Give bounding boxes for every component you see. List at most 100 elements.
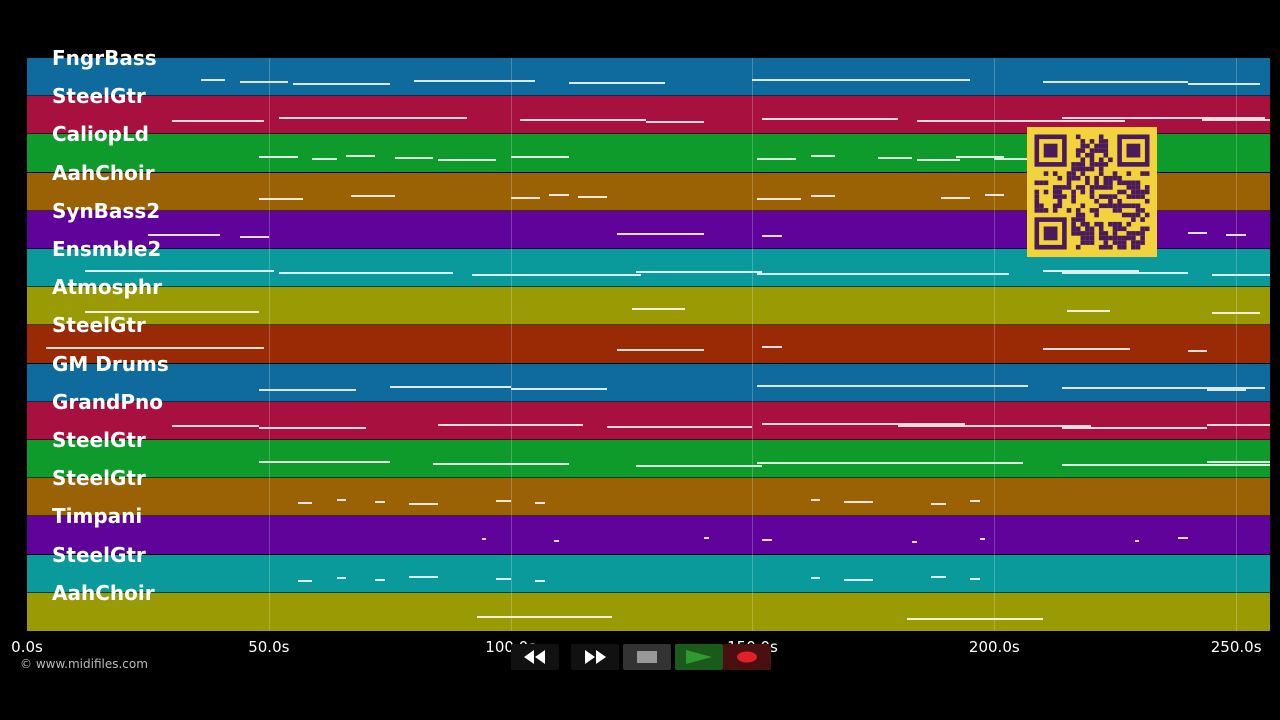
midi-note	[762, 346, 782, 349]
midi-note	[1207, 460, 1270, 463]
midi-note	[916, 120, 1125, 123]
track-lane[interactable]	[27, 478, 1270, 517]
midi-note	[510, 156, 569, 159]
track-label: Ensmble2	[52, 237, 162, 261]
track-label: Timpani	[52, 504, 143, 529]
midi-note	[259, 388, 356, 391]
midi-note	[1211, 312, 1261, 315]
midi-note	[172, 424, 260, 427]
midi-note	[293, 82, 390, 85]
midi-note	[810, 194, 835, 197]
track-divider	[27, 439, 1270, 440]
midi-note	[534, 502, 545, 505]
midi-note	[413, 79, 535, 82]
midi-note	[931, 503, 946, 506]
midi-note	[757, 158, 796, 161]
midi-note	[375, 501, 385, 504]
midi-note	[757, 461, 1024, 464]
midi-note	[1226, 233, 1246, 236]
track-lane[interactable]	[27, 440, 1270, 478]
track-lane[interactable]	[27, 516, 1270, 555]
track-label: AahChoir	[52, 160, 155, 185]
time-tick-label: 50.0s	[248, 638, 290, 656]
track-lane[interactable]	[27, 325, 1270, 364]
midi-note	[409, 575, 439, 578]
track-label: SteelGtr	[52, 84, 146, 109]
midi-note	[941, 196, 971, 199]
midi-note	[757, 197, 801, 200]
track-label: CaliopLd	[52, 122, 150, 147]
midi-note	[201, 78, 226, 81]
midi-note	[297, 579, 313, 582]
time-tick-label: 250.0s	[1210, 638, 1262, 656]
midi-note	[239, 80, 289, 83]
track-label: Atmosphr	[52, 275, 162, 300]
midi-note	[481, 538, 487, 541]
midi-note	[568, 81, 666, 84]
rewind-icon	[524, 650, 545, 664]
midi-note	[970, 577, 980, 580]
stop-button[interactable]	[623, 644, 671, 670]
record-icon	[737, 651, 757, 663]
track-lane[interactable]	[27, 592, 1270, 631]
midi-note	[762, 118, 898, 121]
grid-line	[268, 58, 270, 631]
midi-note	[810, 576, 821, 579]
track-divider	[27, 362, 1270, 364]
track-label: GrandPno	[52, 389, 163, 414]
midi-note	[984, 193, 1004, 196]
midi-note	[1187, 350, 1208, 353]
midi-note	[844, 501, 874, 504]
track-lane[interactable]	[27, 401, 1270, 440]
midi-note	[636, 270, 763, 273]
midi-note	[916, 159, 961, 162]
grid-line	[510, 58, 512, 631]
midi-note	[1062, 426, 1208, 429]
midi-note	[1187, 82, 1261, 85]
midi-note	[912, 541, 917, 544]
play-icon	[686, 650, 712, 664]
track-divider	[27, 591, 1270, 593]
track-divider	[27, 171, 1270, 173]
track-divider	[27, 209, 1270, 211]
midi-note	[278, 117, 468, 120]
track-lane[interactable]	[27, 363, 1270, 402]
track-label: SteelGtr	[52, 466, 146, 491]
track-lane[interactable]	[27, 287, 1270, 326]
fast-forward-button[interactable]	[571, 644, 619, 670]
track-lane[interactable]	[27, 58, 1270, 96]
grid-line	[1236, 58, 1238, 631]
midi-note	[259, 426, 366, 429]
midi-note	[646, 121, 705, 124]
midi-note	[704, 537, 709, 540]
midi-note	[1202, 119, 1270, 122]
track-divider	[27, 553, 1270, 555]
midi-note	[617, 232, 705, 235]
midi-note	[351, 194, 395, 197]
midi-note	[147, 233, 221, 236]
midi-note	[259, 156, 298, 159]
record-button[interactable]	[723, 644, 771, 670]
midi-note	[1062, 463, 1270, 466]
midi-note	[312, 158, 337, 161]
midi-note	[762, 539, 772, 542]
midi-note	[85, 269, 274, 272]
track-label: SteelGtr	[52, 313, 146, 338]
play-button[interactable]	[675, 644, 723, 670]
midi-note	[878, 157, 913, 160]
midi-note	[471, 273, 642, 276]
track-label: SteelGtr	[52, 428, 146, 452]
track-divider	[27, 477, 1270, 479]
midi-note	[810, 155, 835, 158]
midi-note	[336, 576, 347, 579]
midi-note	[554, 540, 559, 543]
midi-note	[496, 577, 511, 580]
midi-note	[1042, 269, 1140, 272]
track-label: AahChoir	[52, 580, 155, 605]
rewind-button[interactable]	[511, 644, 559, 670]
midi-note	[346, 155, 376, 158]
midi-note	[496, 500, 511, 503]
midi-note	[297, 502, 313, 505]
track-lane[interactable]	[27, 554, 1270, 593]
midi-note	[534, 579, 545, 582]
